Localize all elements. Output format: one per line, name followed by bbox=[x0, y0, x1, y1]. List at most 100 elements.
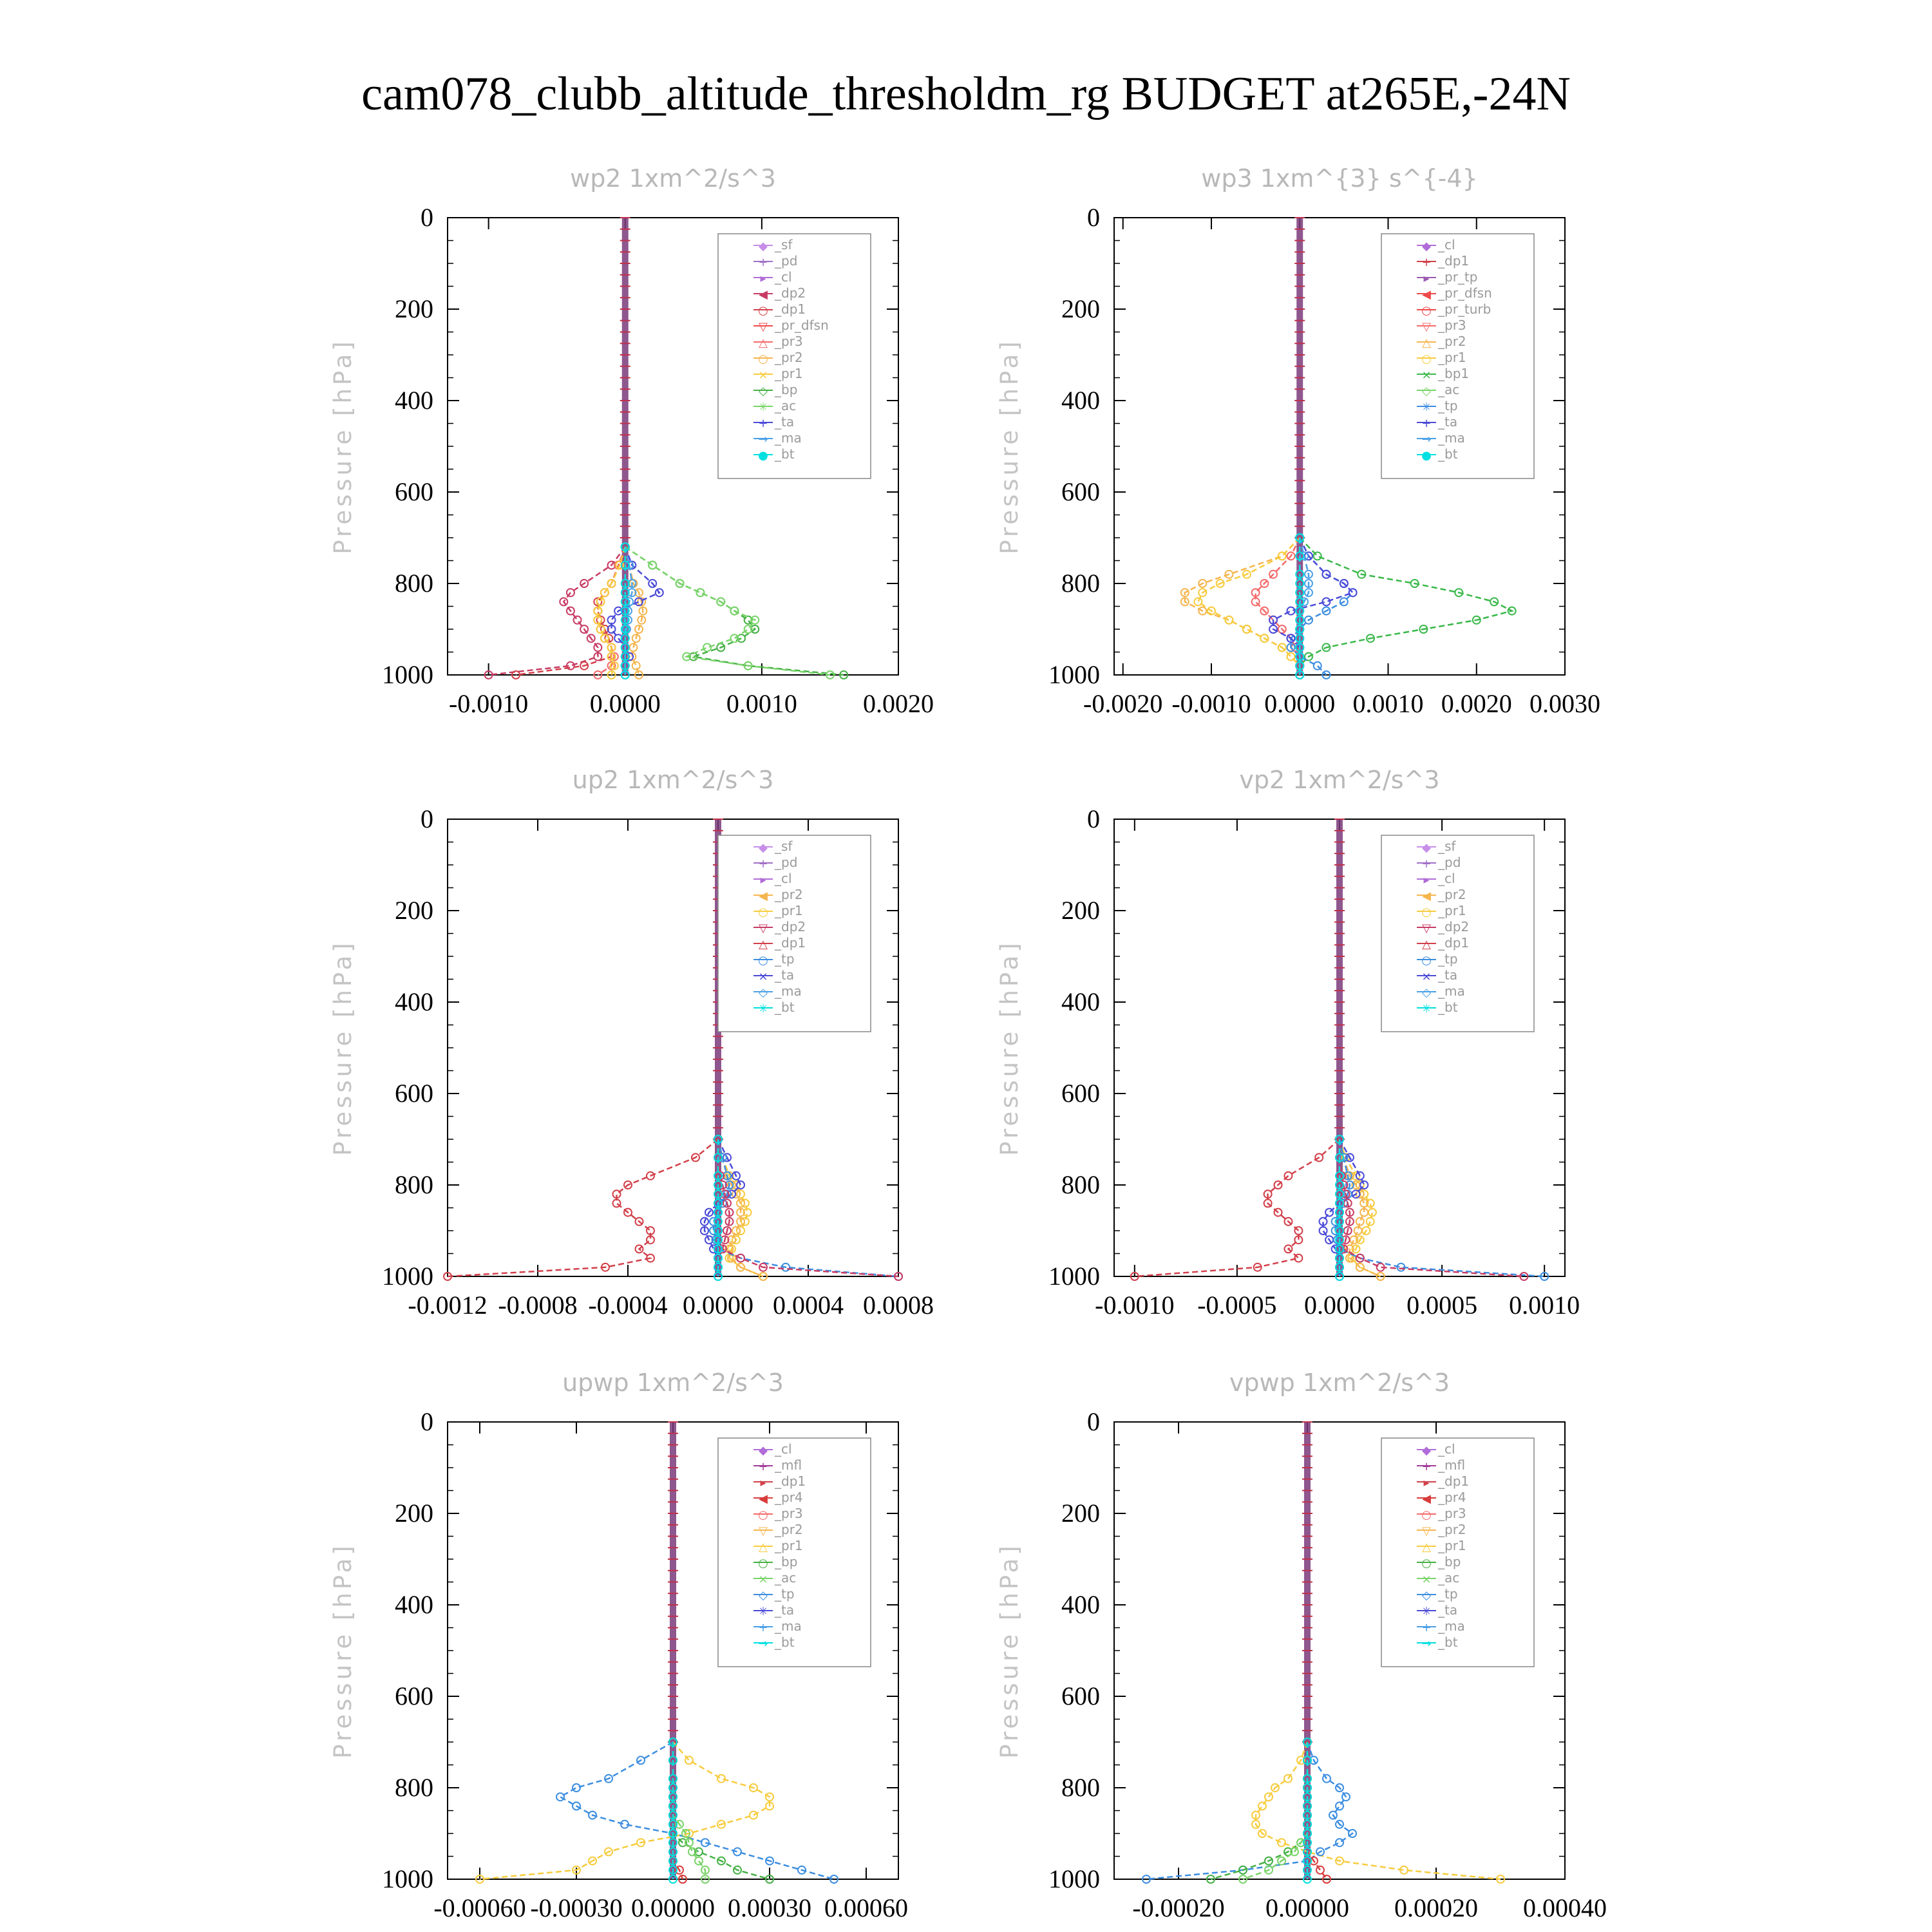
series-point bbox=[1355, 1235, 1365, 1245]
legend-marker: ◆ bbox=[759, 1444, 768, 1457]
x-tick-label: 0.0020 bbox=[863, 689, 934, 718]
series-point bbox=[604, 1847, 613, 1857]
series-point bbox=[1335, 1135, 1344, 1144]
legend-marker: ○ bbox=[758, 1508, 768, 1522]
legend-marker: + bbox=[758, 857, 768, 871]
series-point bbox=[1335, 1217, 1344, 1226]
series-point bbox=[1303, 1792, 1312, 1802]
legend-label: _bp bbox=[774, 1554, 797, 1569]
series-point bbox=[607, 643, 616, 652]
y-tick-label: 800 bbox=[395, 1170, 433, 1199]
series-point bbox=[1180, 597, 1189, 607]
legend-marker: ◀ bbox=[1422, 1492, 1431, 1506]
series-point bbox=[1258, 1801, 1267, 1811]
series-point bbox=[1357, 569, 1367, 579]
legend-box bbox=[1381, 1437, 1535, 1667]
series-point bbox=[475, 1875, 484, 1884]
series-point bbox=[668, 1847, 677, 1857]
series-point bbox=[1345, 1217, 1354, 1226]
legend-marker: → bbox=[1421, 1637, 1431, 1651]
series-point bbox=[1271, 1783, 1280, 1792]
series-line-dp2 bbox=[1338, 1139, 1524, 1278]
series-point bbox=[724, 1180, 734, 1189]
series-point bbox=[1303, 615, 1313, 625]
series-line-pr2 bbox=[1184, 537, 1301, 675]
series-point bbox=[1295, 615, 1305, 625]
series-point bbox=[765, 1801, 774, 1811]
series-point bbox=[733, 1847, 742, 1857]
legend-label: _dp2 bbox=[774, 919, 806, 934]
series-point bbox=[736, 1226, 745, 1235]
series-point bbox=[700, 1226, 709, 1235]
y-tick-label: 1000 bbox=[1048, 1864, 1100, 1893]
series-point bbox=[593, 643, 603, 652]
legend-marker: + bbox=[1421, 1621, 1431, 1634]
series-point bbox=[593, 670, 603, 679]
x-tick-label: 0.00060 bbox=[824, 1893, 908, 1922]
x-tick-label: -0.00060 bbox=[433, 1893, 526, 1922]
legend-marker: + bbox=[758, 417, 768, 430]
series-line-ac bbox=[625, 546, 831, 676]
legend-marker: ◆ bbox=[759, 841, 768, 855]
series-point bbox=[759, 1272, 768, 1281]
series-point bbox=[1295, 551, 1305, 561]
series-point bbox=[1396, 1262, 1406, 1272]
series-point bbox=[678, 1875, 687, 1884]
series-point bbox=[714, 1171, 723, 1180]
series-point bbox=[607, 615, 616, 625]
series-point bbox=[1277, 551, 1287, 561]
legend-label: _dp2 bbox=[1437, 919, 1469, 934]
legend-label: _pr1 bbox=[774, 366, 803, 381]
series-point bbox=[1260, 579, 1269, 588]
series-point bbox=[1353, 1226, 1363, 1235]
legend-box bbox=[1381, 835, 1535, 1032]
legend-marker: ▽ bbox=[1422, 922, 1431, 935]
series-point bbox=[724, 1217, 734, 1226]
series-point bbox=[1283, 1774, 1293, 1783]
series-point bbox=[1224, 615, 1234, 625]
series-point bbox=[607, 625, 616, 634]
y-tick-label: 200 bbox=[395, 896, 433, 925]
y-tick-label: 400 bbox=[1061, 987, 1100, 1016]
series-point bbox=[609, 661, 619, 670]
series-point bbox=[1329, 1810, 1338, 1820]
series-point bbox=[1295, 588, 1305, 598]
series-point bbox=[730, 606, 739, 616]
series-point bbox=[733, 1865, 742, 1875]
legend-marker: ◀ bbox=[1422, 288, 1431, 301]
series-line-pr2 bbox=[717, 1139, 764, 1278]
series-point bbox=[1269, 615, 1278, 625]
series-point bbox=[593, 615, 603, 625]
series-point bbox=[1335, 1226, 1344, 1235]
legend-marker: ✳ bbox=[758, 1605, 768, 1618]
series-point bbox=[1345, 1208, 1354, 1217]
legend-box bbox=[717, 233, 871, 479]
series-point bbox=[1303, 1875, 1312, 1884]
series-point bbox=[717, 1856, 726, 1866]
series-point bbox=[1238, 1865, 1247, 1875]
series-point bbox=[634, 588, 643, 598]
legend-marker: △ bbox=[759, 1540, 768, 1554]
series-point bbox=[627, 652, 637, 661]
series-point bbox=[1296, 1838, 1305, 1848]
series-point bbox=[596, 625, 605, 634]
series-point bbox=[1325, 1208, 1334, 1217]
series-point bbox=[1286, 634, 1296, 643]
legend-label: _ta bbox=[1437, 967, 1457, 983]
series-point bbox=[681, 1829, 690, 1838]
legend-marker: ▽ bbox=[759, 922, 768, 935]
series-point bbox=[716, 597, 726, 607]
legend-label: _mfl bbox=[1437, 1457, 1465, 1473]
series-point bbox=[604, 634, 614, 643]
series-point bbox=[1303, 1738, 1312, 1747]
x-tick-label: -0.0010 bbox=[449, 689, 528, 718]
chart-panel: vp2 1xm^2/s^3 Pressure [hPa] 0 200 400 600 800… bbox=[996, 766, 1580, 1320]
series-point bbox=[714, 1272, 723, 1281]
series-point bbox=[1295, 579, 1305, 588]
legend-marker: ◇ bbox=[1422, 986, 1431, 999]
series-point bbox=[648, 579, 658, 588]
series-point bbox=[1309, 1856, 1318, 1866]
series-point bbox=[714, 1253, 723, 1263]
y-tick-label: 1000 bbox=[382, 1864, 433, 1893]
panel-title: wp2 1xm^2/s^3 bbox=[570, 164, 776, 193]
